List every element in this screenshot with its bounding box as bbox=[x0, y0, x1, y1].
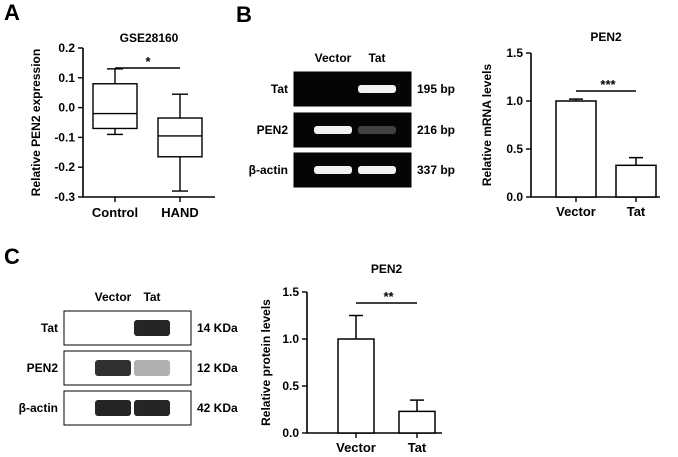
c-band bbox=[134, 320, 170, 336]
b-y-label: Relative mRNA levels bbox=[480, 64, 494, 187]
a-box bbox=[92, 83, 138, 130]
b-size-label: 216 bp bbox=[417, 123, 455, 137]
c-row-label: β-actin bbox=[19, 401, 58, 415]
panel-letter-a: A bbox=[4, 0, 20, 25]
c-gel-strip bbox=[63, 310, 192, 346]
c-significance-label: ** bbox=[383, 289, 394, 304]
b-y-tick-label: 1.5 bbox=[506, 46, 523, 60]
b-band bbox=[314, 126, 352, 134]
c-bar bbox=[337, 338, 375, 434]
b-band bbox=[314, 166, 352, 174]
b-band bbox=[358, 166, 396, 174]
a-x-tick-label: Control bbox=[92, 205, 138, 220]
b-size-label: 337 bp bbox=[417, 163, 455, 177]
a-y-tick-label: -0.1 bbox=[54, 130, 75, 144]
c-x-tick-label: Tat bbox=[408, 440, 427, 452]
bar-chart-mrna: 0.0 0.5 1.0 1.5 Relative mRNA levels Vector Ta… bbox=[480, 30, 660, 219]
b-x-tick-label: Tat bbox=[627, 204, 646, 219]
boxplot-gse28160: 0.2 0.1 0.0 -0.1 -0.2 -0.3 Relative PEN2 expre… bbox=[29, 31, 215, 220]
a-significance-label: * bbox=[145, 54, 151, 69]
b-bar bbox=[555, 100, 597, 198]
c-bar bbox=[398, 410, 436, 434]
c-y-tick-label: 1.5 bbox=[282, 285, 299, 299]
a-y-tick-label: -0.2 bbox=[54, 160, 75, 174]
c-y-tick-label: 1.0 bbox=[282, 332, 299, 346]
c-size-label: 14 KDa bbox=[197, 321, 238, 335]
c-lane-label: Tat bbox=[143, 290, 160, 304]
b-lane-label: Tat bbox=[368, 51, 385, 65]
b-y-tick-label: 1.0 bbox=[506, 94, 523, 108]
c-band bbox=[134, 400, 170, 416]
b-y-tick-label: 0.5 bbox=[506, 142, 523, 156]
c-lane-label: Vector bbox=[95, 290, 132, 304]
b-bar bbox=[615, 164, 657, 198]
b-significance-label: *** bbox=[600, 77, 616, 92]
b-y-tick-label: 0.0 bbox=[506, 190, 523, 204]
b-row-label: β-actin bbox=[249, 163, 288, 177]
c-band bbox=[95, 400, 131, 416]
a-y-tick-label: 0.0 bbox=[58, 101, 75, 115]
b-band bbox=[358, 85, 396, 93]
a-y-label: Relative PEN2 expression bbox=[29, 49, 43, 196]
panel-letter-c: C bbox=[4, 244, 20, 269]
panel-letter-b: B bbox=[236, 2, 252, 27]
c-band bbox=[134, 360, 170, 376]
a-y-tick-label: -0.3 bbox=[54, 190, 75, 204]
a-y-tick-label: 0.1 bbox=[58, 71, 75, 85]
a-x-tick-label: HAND bbox=[161, 205, 199, 220]
a-y-tick-label: 0.2 bbox=[58, 41, 75, 55]
b-row-label: Tat bbox=[271, 82, 288, 96]
b-row-label: PEN2 bbox=[257, 123, 289, 137]
c-size-label: 12 KDa bbox=[197, 361, 238, 375]
a-box bbox=[157, 117, 203, 158]
b-band bbox=[358, 126, 396, 134]
c-band bbox=[95, 360, 131, 376]
c-size-label: 42 KDa bbox=[197, 401, 238, 415]
c-row-label: PEN2 bbox=[27, 361, 59, 375]
b-title: PEN2 bbox=[590, 30, 622, 44]
western-blot: Vector Tat Tat 14 KDa PEN2 12 KDa β-actin 42 KD… bbox=[19, 290, 238, 426]
bar-chart-protein: 0.0 0.5 1.0 1.5 Relative protein levels Vecto… bbox=[259, 262, 442, 455]
c-x-tick-label: Vector bbox=[336, 440, 376, 452]
b-size-label: 195 bp bbox=[417, 82, 455, 96]
c-title: PEN2 bbox=[371, 262, 403, 276]
c-y-label: Relative protein levels bbox=[259, 299, 273, 426]
c-y-tick-label: 0.5 bbox=[282, 379, 299, 393]
b-lane-label: Vector bbox=[315, 51, 352, 65]
c-y-tick-label: 0.0 bbox=[282, 426, 299, 440]
c-row-label: Tat bbox=[41, 321, 58, 335]
b-x-tick-label: Vector bbox=[556, 204, 596, 219]
rt-pcr-gel: Vector Tat Tat 195 bp PEN2 216 bp β-actin 337 b… bbox=[249, 51, 455, 188]
a-title: GSE28160 bbox=[120, 31, 179, 45]
